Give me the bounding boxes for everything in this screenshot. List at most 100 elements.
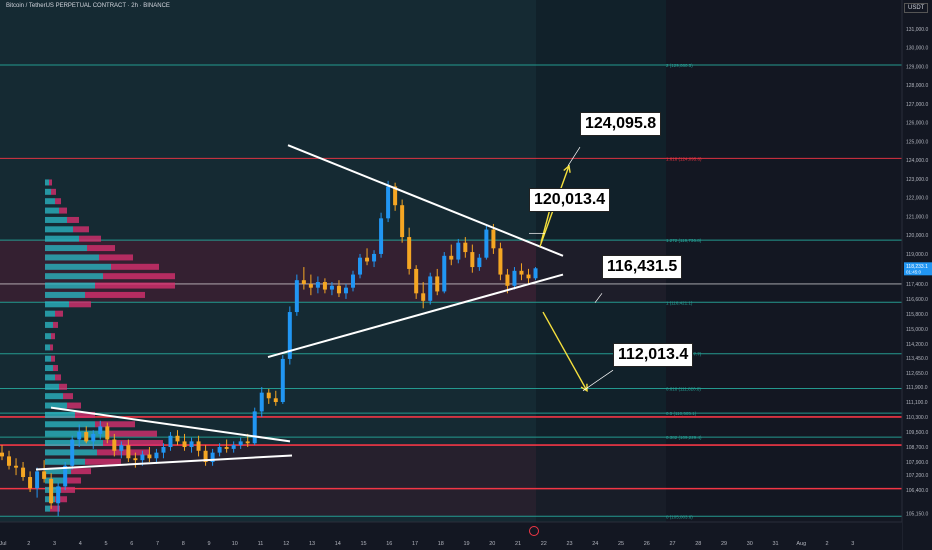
candle-body <box>21 467 26 478</box>
volume-profile-up-bar <box>45 402 67 409</box>
volume-profile-down-bar <box>50 344 53 351</box>
candle-body <box>133 458 138 461</box>
last-price-text: 118,233.1 <box>906 264 928 270</box>
candle-body <box>435 276 440 292</box>
time-axis-background <box>0 522 902 550</box>
candle-body <box>252 411 257 444</box>
x-tick-label: 23 <box>566 541 572 547</box>
fib-label-2: 2 (129,080.5) <box>666 63 693 68</box>
y-tick-label: 113,450.0 <box>906 356 928 362</box>
volume-profile-down-bar <box>55 374 61 381</box>
y-tick-label: 114,200.0 <box>906 342 928 348</box>
fib-label-1.272: 1.272 (119,736.8) <box>666 238 702 243</box>
y-tick-label: 106,400.0 <box>906 488 928 494</box>
candle-body <box>477 257 482 268</box>
last-price-tag <box>904 262 932 276</box>
candle-body <box>105 426 110 440</box>
support-label-116431: 116,431.5 <box>602 255 683 279</box>
fib-label-0: 0 (105,003.6) <box>666 514 693 519</box>
volume-profile-down-bar <box>59 207 67 214</box>
candle-body <box>308 283 313 288</box>
currency-button[interactable]: USDT <box>904 3 929 13</box>
candle-body <box>245 441 250 444</box>
candle-body <box>70 439 75 466</box>
volume-profile-up-bar <box>45 355 51 362</box>
volume-profile-down-bar <box>51 355 55 362</box>
y-tick-label: 121,000.0 <box>906 214 928 220</box>
volume-profile-up-bar <box>45 383 59 390</box>
candle-body <box>351 274 355 288</box>
candle-body <box>498 248 503 275</box>
volume-profile-down-bar <box>71 468 91 475</box>
y-tick-label: 115,800.0 <box>906 312 928 318</box>
candle-body <box>315 282 320 288</box>
candle-body <box>456 242 461 260</box>
candle-body <box>35 471 40 489</box>
y-tick-label: 122,000.0 <box>906 196 928 202</box>
volume-profile-down-bar <box>73 226 89 233</box>
jump-to-time-button[interactable] <box>529 526 539 536</box>
candle-body <box>210 452 215 463</box>
volume-profile-up-bar <box>45 273 103 280</box>
candle-body <box>14 465 19 468</box>
callout-leader-line <box>594 293 603 303</box>
candle-body <box>301 280 306 284</box>
projection-arrow-down <box>542 311 588 392</box>
x-tick-label: 4 <box>79 541 82 547</box>
volume-profile-down-bar <box>67 402 81 409</box>
candle-body <box>203 450 208 463</box>
candle-body <box>259 392 264 412</box>
x-tick-label: 30 <box>747 541 753 547</box>
candle-body <box>84 432 89 442</box>
volume-profile-down-bar <box>69 301 91 308</box>
volume-profile-down-bar <box>75 411 95 418</box>
volume-profile-down-bar <box>111 263 159 270</box>
x-tick-label: 3 <box>851 541 854 547</box>
candle-body <box>386 186 391 219</box>
candle-body <box>336 285 341 294</box>
y-tick-label: 125,000.0 <box>906 139 928 145</box>
candle-body <box>512 270 517 286</box>
y-tick-label: 119,000.0 <box>906 252 928 258</box>
y-tick-label: 117,400.0 <box>906 282 928 288</box>
trendline-ascending-support <box>267 273 564 359</box>
y-tick-label: 111,100.0 <box>906 400 928 406</box>
x-tick-label: 17 <box>412 541 418 547</box>
volume-profile-down-bar <box>53 321 58 328</box>
volume-profile-down-bar <box>87 245 115 252</box>
last-price-countdown: 01:45:0 <box>906 269 922 274</box>
y-tick-label: 115,000.0 <box>906 327 928 333</box>
volume-profile-down-bar <box>85 458 121 465</box>
trendline-descending-resistance <box>287 144 564 257</box>
candle-body <box>224 447 229 449</box>
candle-body <box>470 252 475 268</box>
volume-profile-down-bar <box>99 254 133 261</box>
candle-body <box>196 441 201 451</box>
volume-profile-down-bar <box>65 477 81 484</box>
x-tick-label: 14 <box>335 541 341 547</box>
fib-label-1: 1 (116,421.1) <box>666 300 693 305</box>
volume-profile-down-bar <box>55 496 67 503</box>
x-tick-label: 31 <box>772 541 778 547</box>
candle-body <box>91 433 96 442</box>
candle-body <box>428 276 433 301</box>
candle-body <box>182 441 187 448</box>
y-tick-label: 128,000.0 <box>906 83 928 89</box>
volume-profile-up-bar <box>45 333 51 340</box>
candle-body <box>168 435 173 448</box>
x-tick-label: 27 <box>669 541 675 547</box>
y-tick-label: 105,150.0 <box>906 512 928 518</box>
x-tick-label: Jul <box>0 541 7 547</box>
volume-profile-up-bar <box>45 411 75 418</box>
volume-profile-down-bar <box>55 310 63 317</box>
y-tick-label: 131,000.0 <box>906 27 928 33</box>
volume-profile-up-bar <box>45 374 55 381</box>
x-tick-label: 3 <box>53 541 56 547</box>
volume-profile-up-bar <box>45 468 71 475</box>
volume-profile-down-bar <box>97 449 149 456</box>
x-tick-label: Aug <box>796 541 806 547</box>
candle-body <box>147 454 152 459</box>
trendline-early-triangle-lower <box>35 454 293 471</box>
x-tick-label: 15 <box>360 541 366 547</box>
